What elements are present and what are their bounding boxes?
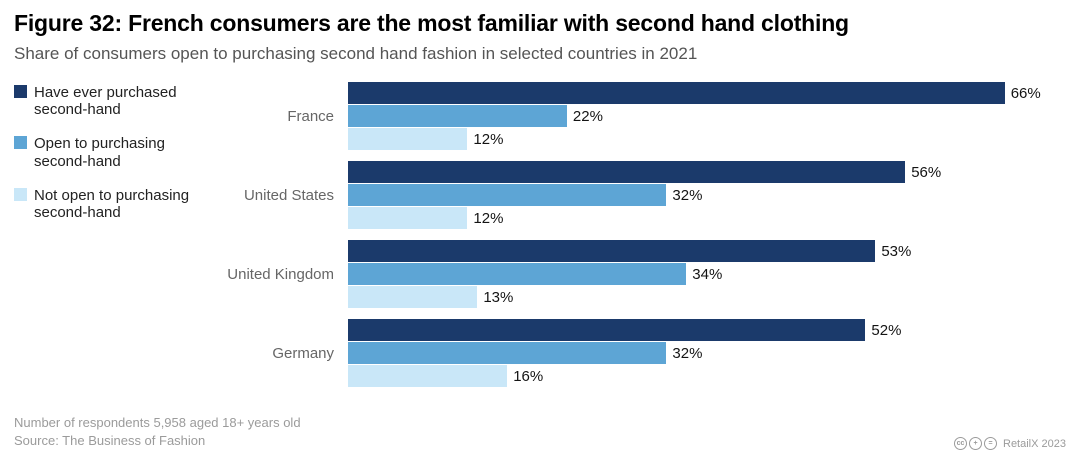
bar-2 <box>348 365 508 388</box>
bars-container: 56% 32% 12% <box>348 161 1066 230</box>
legend-label: Have ever purchased second-hand <box>34 83 177 119</box>
bar-value-label: 52% <box>871 321 902 339</box>
bar-value-label: 32% <box>672 186 703 204</box>
bar-group-united-states: United States 56% 32% 12% <box>14 161 1066 230</box>
credit-text: RetailX 2023 <box>1003 437 1066 450</box>
category-label: United States <box>243 186 334 204</box>
bar-2 <box>348 128 468 151</box>
bar-1 <box>348 105 567 128</box>
bar-group-united-kingdom: United Kingdom 53% 34% 13% <box>14 240 1066 309</box>
category-label: France <box>287 107 334 125</box>
legend-label: Not open to purchasing second-hand <box>34 186 190 222</box>
legend-item-0: Have ever purchased second-hand <box>14 84 229 119</box>
cc-icon: cc <box>954 437 967 450</box>
bar-line: 12% <box>348 128 1066 151</box>
category-label: United Kingdom <box>227 265 334 283</box>
bar-value-label: 12% <box>473 130 504 148</box>
legend: Have ever purchased second-hand Open to p… <box>14 84 229 222</box>
bars-container: 66% 22% 12% <box>348 82 1066 151</box>
bar-2 <box>348 207 468 230</box>
license-icons: cc + = <box>954 437 997 450</box>
bar-line: 22% <box>348 105 1066 128</box>
footer-source: Source: The Business of Fashion <box>14 432 206 448</box>
chart-title: Figure 32: French consumers are the most… <box>14 10 849 36</box>
bar-1 <box>348 263 687 286</box>
bar-1 <box>348 184 667 207</box>
bar-value-label: 32% <box>672 344 703 362</box>
bar-value-label: 56% <box>911 163 942 181</box>
no-derivatives-icon: = <box>984 437 997 450</box>
bar-0 <box>348 161 906 184</box>
bar-value-label: 13% <box>483 288 514 306</box>
bar-value-label: 34% <box>692 265 723 283</box>
bars-container: 52% 32% 16% <box>348 319 1066 388</box>
bar-group-germany: Germany 52% 32% 16% <box>14 319 1066 388</box>
legend-swatch <box>14 136 27 150</box>
legend-label: Open to purchasing second-hand <box>34 135 165 170</box>
legend-item-1: Open to purchasing second-hand <box>14 135 229 170</box>
bar-line: 53% <box>348 240 1066 263</box>
legend-swatch <box>14 187 27 201</box>
bar-value-label: 53% <box>881 242 912 260</box>
bar-0 <box>348 319 866 342</box>
bar-value-label: 16% <box>513 367 544 385</box>
bar-0 <box>348 82 1005 105</box>
bar-line: 32% <box>348 342 1066 365</box>
legend-item-2: Not open to purchasing second-hand <box>14 187 229 222</box>
legend-swatch <box>14 84 27 98</box>
bar-line: 56% <box>348 161 1066 184</box>
bar-value-label: 12% <box>473 209 504 227</box>
attribution-icon: + <box>969 437 982 450</box>
chart-subtitle: Share of consumers open to purchasing se… <box>14 43 698 63</box>
bar-group-france: France 66% 22% 12% <box>14 82 1066 151</box>
bar-2 <box>348 286 478 309</box>
bar-line: 13% <box>348 286 1066 309</box>
bars-container: 53% 34% 13% <box>348 240 1066 309</box>
footer: Number of respondents 5,958 aged 18+ yea… <box>14 414 1066 450</box>
bar-line: 52% <box>348 319 1066 342</box>
bar-line: 12% <box>348 207 1066 230</box>
bar-groups: France 66% 22% 12% United States 56% 32% 12% Uni… <box>14 82 1066 388</box>
bar-line: 16% <box>348 365 1066 388</box>
bar-line: 32% <box>348 184 1066 207</box>
bar-0 <box>348 240 876 263</box>
bar-value-label: 22% <box>572 107 603 125</box>
bar-value-label: 66% <box>1010 84 1041 102</box>
footer-notes: Number of respondents 5,958 aged 18+ yea… <box>14 414 301 450</box>
credit: cc + = RetailX 2023 <box>954 437 1066 450</box>
footer-respondents: Number of respondents 5,958 aged 18+ yea… <box>14 414 301 430</box>
bar-line: 34% <box>348 263 1066 286</box>
bar-line: 66% <box>348 82 1066 105</box>
category-label: Germany <box>272 344 334 362</box>
chart-area: Have ever purchased second-hand Open to p… <box>14 82 1066 388</box>
bar-1 <box>348 342 667 365</box>
